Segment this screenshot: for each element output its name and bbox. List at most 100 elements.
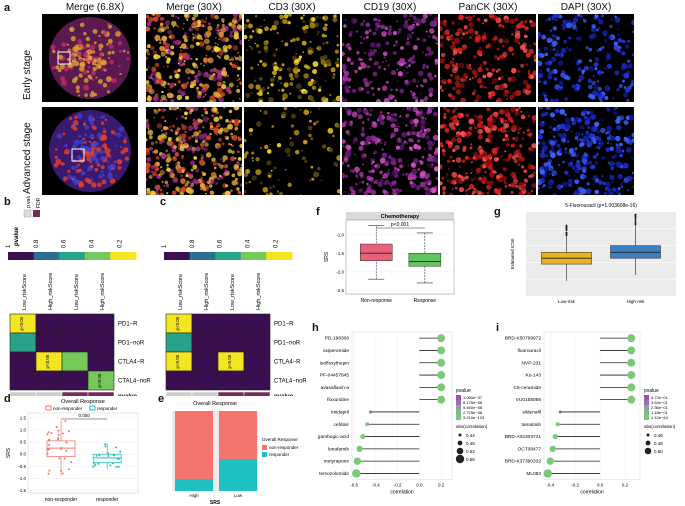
cell-annotation: p<0.05 (227, 354, 232, 368)
y-tick: 1.5 (20, 415, 27, 420)
row-label: PD1−noR (274, 341, 301, 347)
drug-label: imidapril (331, 409, 349, 415)
legend-title: Overall Response (262, 437, 298, 442)
heatmap-cell (87, 351, 115, 372)
outlier (634, 215, 637, 218)
panel-c-heatmap: 1 0.8 0.6 0.4 0.2 Low_riskScore High_riskScore… (162, 239, 306, 396)
outlier (634, 218, 637, 220)
chart-title: Overall Response (61, 399, 105, 405)
lollipop-dot (368, 410, 372, 414)
outlier (565, 226, 568, 229)
heatmap-cell (243, 370, 271, 391)
legend-label: responder (269, 452, 290, 457)
data-point (104, 445, 107, 448)
panel-b-label: b (4, 196, 11, 208)
heatmap-cell (61, 332, 89, 353)
tile-early-1 (146, 14, 242, 102)
lollipop-dot (360, 433, 366, 440)
data-point (60, 447, 63, 450)
legend-swatch (215, 252, 242, 260)
row-label: CTLA4−R (274, 360, 301, 366)
heatmap-cell (217, 332, 245, 353)
drug-label: tamatinib (522, 422, 542, 428)
heatmap-cell (165, 332, 193, 353)
row-label: CTLA4−R (118, 360, 145, 366)
data-point (47, 431, 50, 434)
chart-title: Overall Response (193, 401, 237, 407)
legend-size-tick: 0.56 (466, 457, 475, 462)
heatmap-cell (191, 332, 219, 353)
lollipop-dot (353, 457, 362, 465)
panel-f-label: f (316, 206, 320, 218)
heatmap-cell (61, 313, 89, 334)
tile-early-3 (342, 14, 438, 102)
y-tick: -1.0 (336, 232, 344, 237)
data-point (48, 438, 51, 441)
legend-tick: 0.2 (117, 239, 123, 248)
drug-label: gambogic-acid (318, 434, 350, 440)
col-label: Low_riskScore (178, 274, 184, 310)
lollipop-dot (552, 433, 558, 440)
legend-swatch (240, 252, 267, 260)
data-point (107, 454, 110, 457)
bottom-label: pvalue (274, 394, 294, 396)
sig-annotation: 0.050 (78, 413, 90, 418)
bar-responder (175, 479, 213, 491)
drug-label: BRD-A02303741 (505, 434, 542, 440)
legend-size-dot (457, 440, 463, 446)
heatmap-cell (35, 313, 63, 334)
outlier (565, 228, 568, 231)
data-point (46, 452, 49, 455)
plot-area (543, 331, 641, 480)
data-point (65, 449, 68, 452)
heatmap-cell (191, 351, 219, 372)
data-point (97, 462, 100, 465)
x-tick: -0.4 (372, 483, 380, 488)
row-label-early: Early stage (22, 49, 33, 100)
lollipop-dot (627, 395, 636, 404)
legend-tick: 0.4 (89, 239, 95, 248)
outlier (634, 221, 637, 224)
outlier (565, 231, 568, 234)
x-tick: 0.0 (597, 483, 604, 488)
cell-annotation: p<0.05 (45, 354, 50, 368)
row-label: PD1−noR (118, 341, 145, 347)
x-tick: Low-risk (558, 299, 576, 304)
x-tick: -0.6 (350, 483, 358, 488)
cell-annotation: p<0.05 (175, 354, 180, 368)
data-point (48, 469, 51, 472)
heatmap-cell (243, 313, 271, 334)
legend-swatch (59, 252, 86, 260)
y-label: SRS (324, 251, 330, 262)
legend-title: pvalue (14, 226, 20, 246)
legend-size-tick: 0.50 (654, 449, 663, 454)
data-point (61, 472, 64, 475)
lollipop-dot (546, 457, 554, 465)
heatmap-cell (87, 370, 115, 391)
x-tick: 0.0 (416, 483, 423, 488)
legend-gradient (644, 415, 649, 420)
legend-gradient (456, 415, 461, 420)
x-tick: 0.2 (438, 483, 445, 488)
data-point (57, 433, 60, 436)
lollipop-dot (437, 346, 446, 355)
drug-label: oxiperomide (323, 348, 349, 354)
panel-a-label: a (4, 2, 11, 14)
x-tick: High (189, 493, 199, 498)
legend-pvalue-tick: 1.12e−64 (651, 415, 669, 420)
drug-label: temozolomide (319, 471, 349, 477)
tile-early-5 (538, 14, 634, 102)
row-label: PD1−R (118, 322, 138, 328)
drug-label: VU0155056 (516, 397, 542, 403)
x-label: correlation (580, 490, 604, 496)
heatmap-cell (35, 370, 63, 391)
x-label: SRS (210, 500, 221, 506)
legend-swatch (189, 252, 216, 260)
panel-e-label: e (158, 393, 165, 405)
outlier (634, 219, 637, 222)
tile-early-2 (244, 14, 340, 102)
row-label: PD1−R (274, 322, 294, 328)
x-tick: non-responder (45, 497, 78, 503)
cell-annotation: p<0.05 (97, 373, 102, 387)
lollipop-dot (437, 395, 446, 404)
